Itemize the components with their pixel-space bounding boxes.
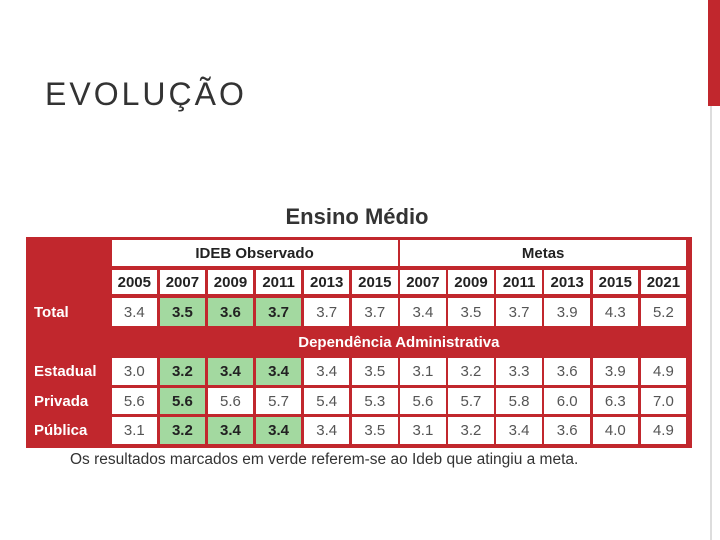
value-cell: 3.6 [207, 298, 254, 326]
year-header: 2011 [496, 270, 542, 294]
value-cell: 3.2 [448, 358, 494, 385]
year-header: 2015 [352, 270, 398, 294]
value-cell: 3.1 [400, 358, 446, 385]
value-cell: 3.5 [448, 298, 494, 326]
value-cell: 6.3 [592, 388, 639, 414]
value-cell: 3.2 [448, 417, 494, 444]
value-cell: 3.2 [159, 417, 206, 444]
section-header: Dependência Administrativa [111, 330, 687, 354]
value-cell: 3.4 [400, 298, 446, 326]
group-header: Metas [400, 240, 687, 266]
value-cell: 3.1 [111, 417, 158, 444]
slide-title: EVOLUÇÃO [45, 76, 247, 112]
value-cell: 7.0 [640, 388, 687, 414]
year-header: 2013 [303, 270, 350, 294]
value-cell: 3.2 [159, 358, 206, 385]
row-label: Pública [29, 417, 109, 444]
year-header: 2015 [592, 270, 639, 294]
value-cell: 3.4 [207, 358, 254, 385]
value-cell: 3.4 [255, 358, 302, 385]
value-cell: 3.0 [111, 358, 158, 385]
table-note: Os resultados marcados em verde referem-… [70, 451, 579, 468]
year-header: 2007 [159, 270, 206, 294]
row-label: Total [29, 298, 109, 326]
year-header: 2011 [255, 270, 302, 294]
row-label: Estadual [29, 358, 109, 385]
value-cell: 3.6 [544, 358, 590, 385]
value-cell: 5.7 [255, 388, 302, 414]
value-cell: 5.6 [159, 388, 206, 414]
year-header: 2009 [448, 270, 494, 294]
value-cell: 3.5 [352, 417, 398, 444]
year-header: 2013 [544, 270, 590, 294]
value-cell: 6.0 [544, 388, 590, 414]
value-cell: 5.7 [448, 388, 494, 414]
value-cell: 3.4 [303, 358, 350, 385]
row-label: Privada [29, 388, 109, 414]
value-cell: 3.7 [352, 298, 398, 326]
value-cell: 3.7 [496, 298, 542, 326]
year-header: 2021 [640, 270, 687, 294]
value-cell: 3.4 [303, 417, 350, 444]
value-cell: 4.3 [592, 298, 639, 326]
value-cell: 5.4 [303, 388, 350, 414]
value-cell: 3.5 [352, 358, 398, 385]
value-cell: 4.9 [640, 417, 687, 444]
value-cell: 3.9 [592, 358, 639, 385]
year-header: 2005 [111, 270, 158, 294]
edge-line [710, 106, 712, 540]
accent-bar [708, 0, 720, 106]
value-cell: 5.3 [352, 388, 398, 414]
year-header: 2009 [207, 270, 254, 294]
value-cell: 5.6 [111, 388, 158, 414]
value-cell: 3.1 [400, 417, 446, 444]
value-cell: 3.7 [255, 298, 302, 326]
table-title: Ensino Médio [285, 204, 429, 229]
value-cell: 3.5 [159, 298, 206, 326]
value-cell: 3.4 [496, 417, 542, 444]
value-cell: 3.6 [544, 417, 590, 444]
value-cell: 5.6 [400, 388, 446, 414]
year-header: 2007 [400, 270, 446, 294]
value-cell: 3.3 [496, 358, 542, 385]
value-cell: 3.7 [303, 298, 350, 326]
value-cell: 3.4 [111, 298, 158, 326]
value-cell: 5.6 [207, 388, 254, 414]
value-cell: 3.4 [207, 417, 254, 444]
value-cell: 5.2 [640, 298, 687, 326]
value-cell: 3.9 [544, 298, 590, 326]
value-cell: 4.0 [592, 417, 639, 444]
group-header: IDEB Observado [111, 240, 398, 266]
value-cell: 4.9 [640, 358, 687, 385]
table: IDEB Observado Metas 2005 2007 2009 2011 2013 2… [26, 237, 692, 448]
value-cell: 3.4 [255, 417, 302, 444]
value-cell: 5.8 [496, 388, 542, 414]
